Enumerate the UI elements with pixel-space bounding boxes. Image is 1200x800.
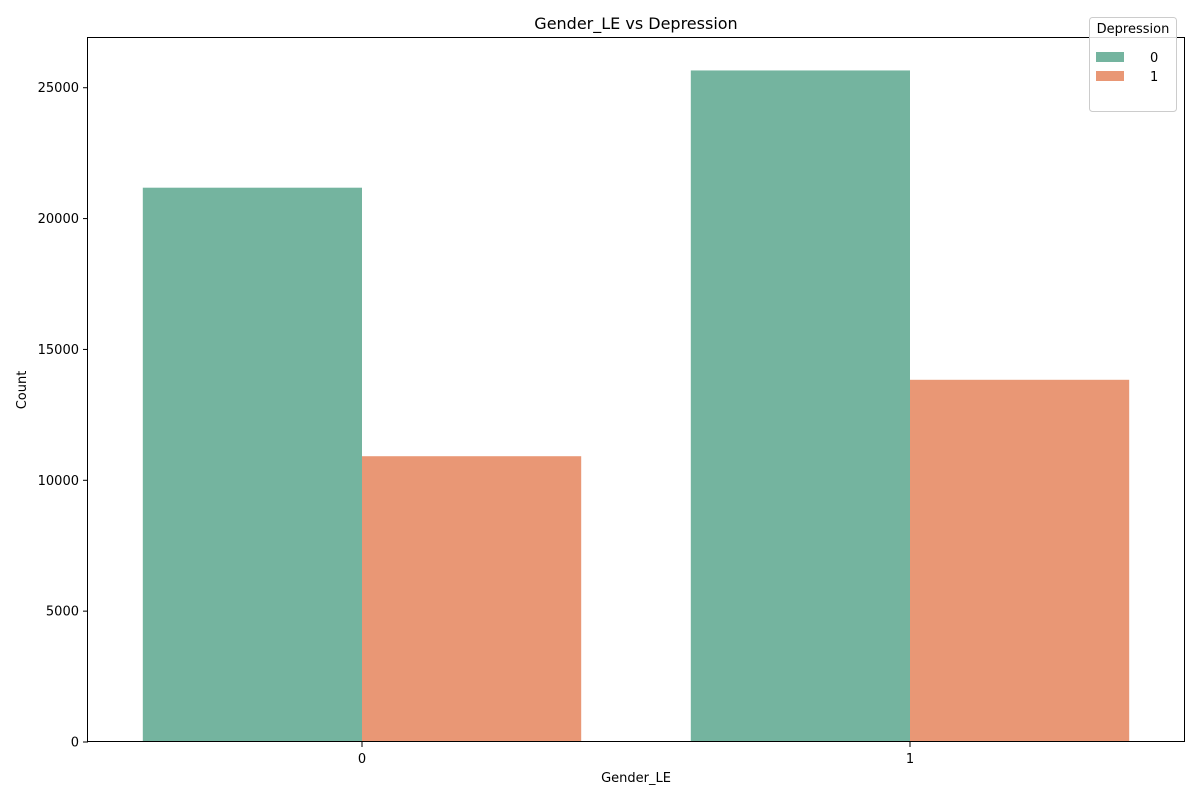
y-axis: 0 5000 10000 15000 20000 25000: [38, 81, 88, 751]
bar-gender-0-depression-1: [362, 456, 582, 742]
y-axis-label: Count: [15, 371, 30, 410]
x-tick-label: 1: [906, 752, 914, 767]
bar-gender-1-depression-0: [690, 70, 910, 743]
legend-title: Depression: [1097, 22, 1170, 37]
y-tick-label: 0: [71, 736, 79, 751]
legend-box: [1089, 17, 1177, 112]
y-tick-label: 25000: [38, 81, 79, 96]
y-tick-label: 15000: [38, 343, 79, 358]
bar-gender-1-depression-1: [910, 379, 1130, 742]
x-axis-label: Gender_LE: [601, 771, 671, 786]
x-tick-label: 0: [358, 752, 366, 767]
legend: Depression 01: [1089, 17, 1177, 112]
plot-frame: [87, 37, 1185, 742]
bar-gender-0-depression-0: [142, 187, 362, 743]
legend-entries: 01: [1096, 51, 1158, 85]
y-tick-label: 5000: [46, 605, 79, 620]
chart-title: Gender_LE vs Depression: [534, 14, 737, 34]
legend-swatch: [1096, 71, 1124, 81]
legend-swatch: [1096, 52, 1124, 62]
legend-label: 0: [1150, 51, 1158, 66]
y-tick-label: 20000: [38, 212, 79, 227]
legend-label: 1: [1150, 70, 1158, 85]
bars-layer: [142, 70, 1130, 743]
y-tick-label: 10000: [38, 474, 79, 489]
